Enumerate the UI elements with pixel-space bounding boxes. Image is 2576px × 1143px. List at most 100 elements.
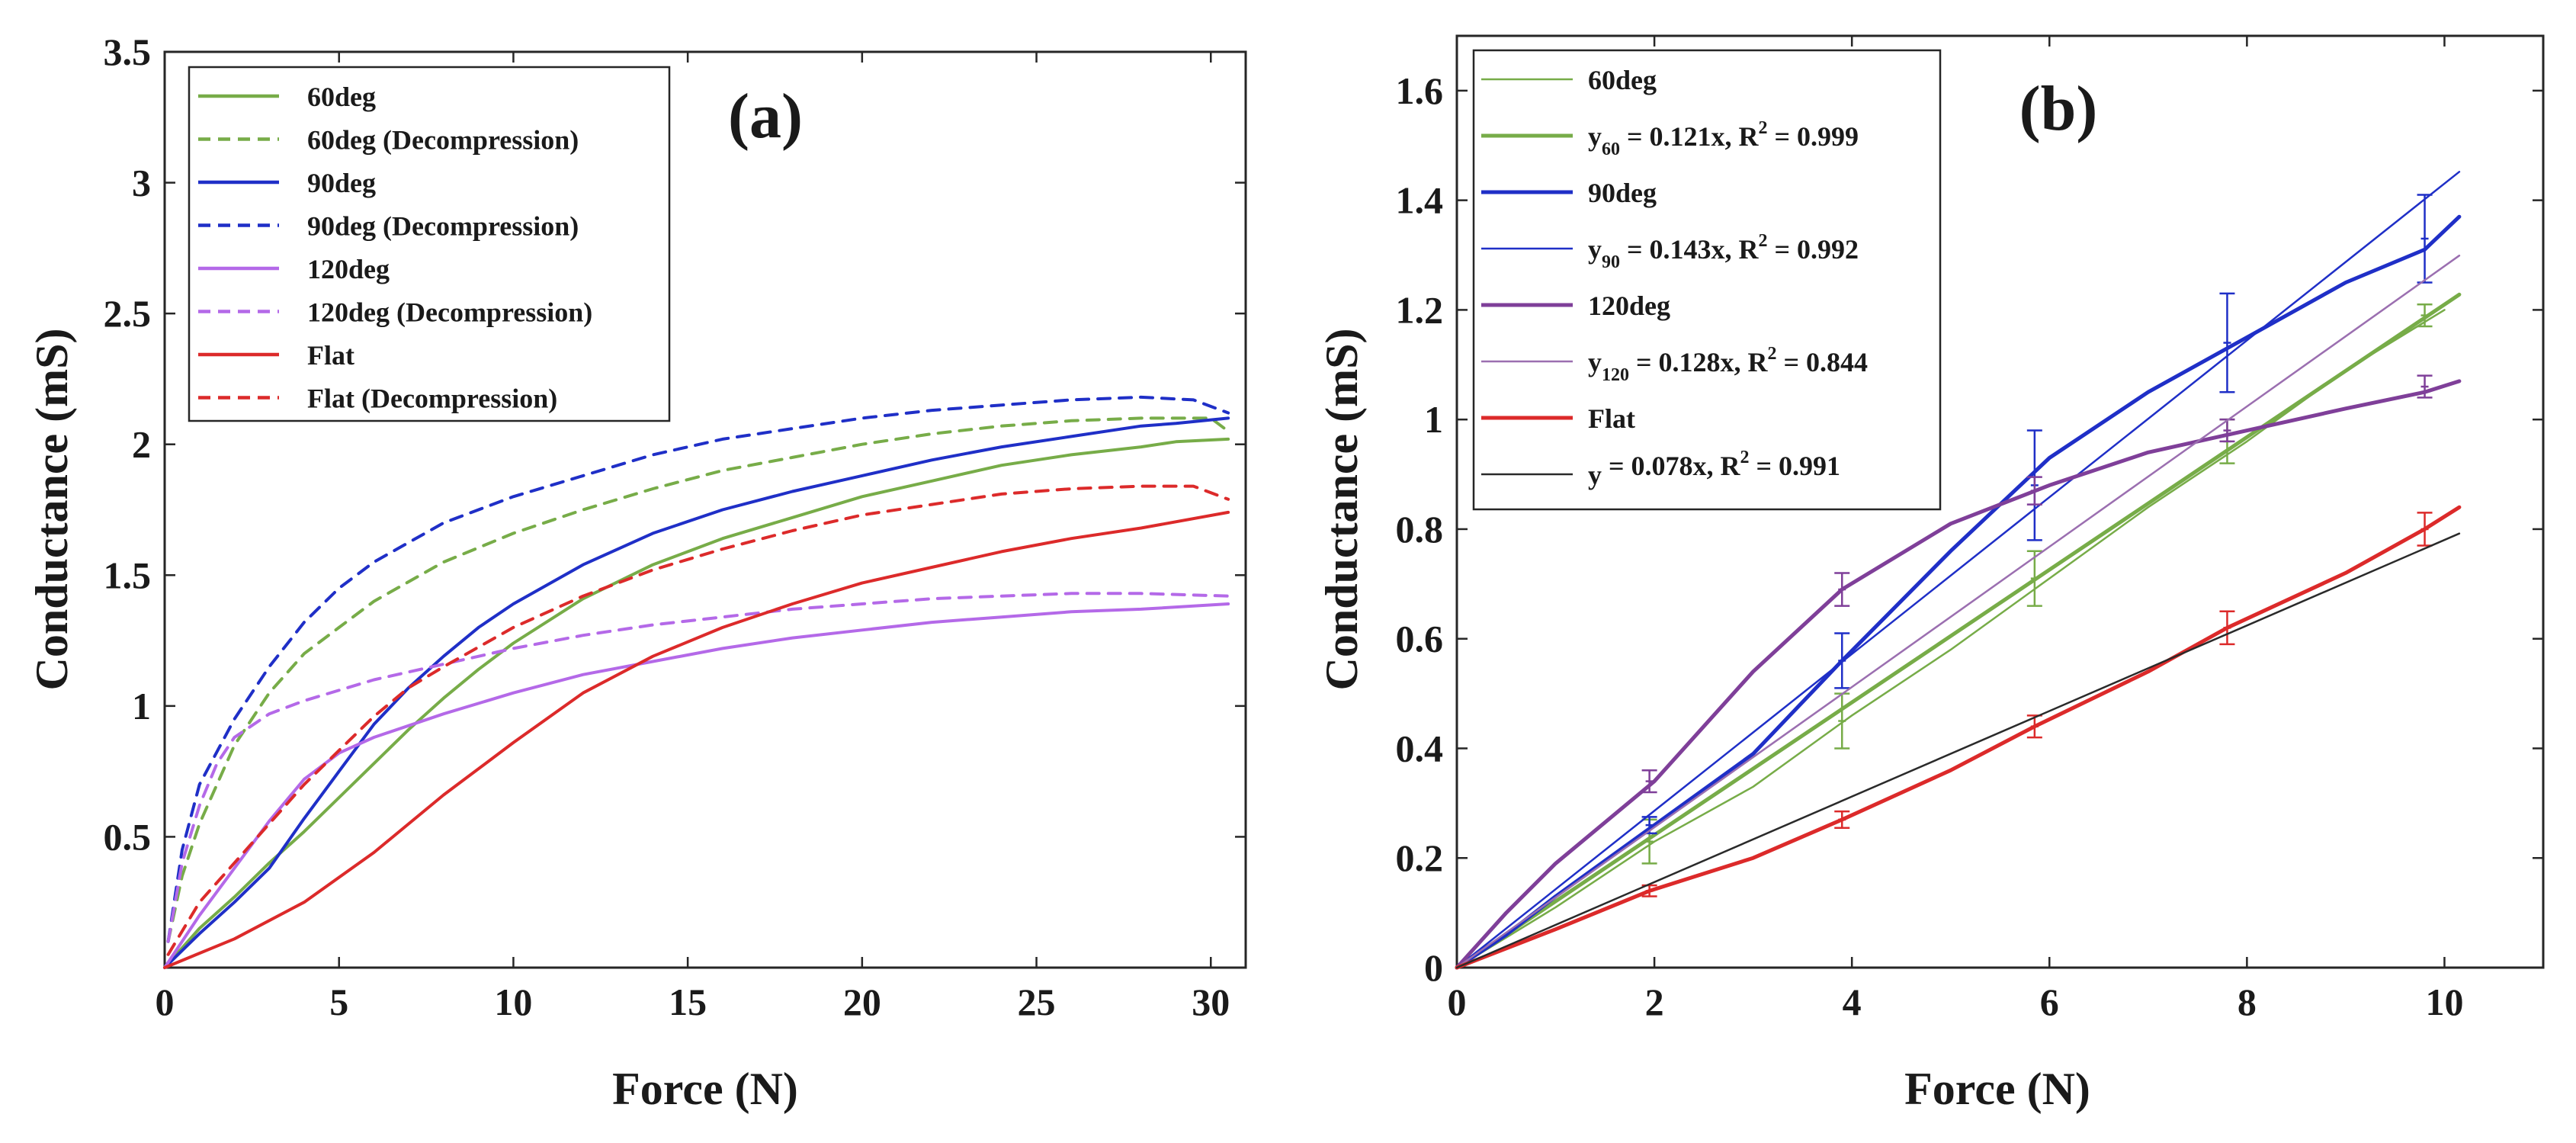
legend-label-part-sub: 90 [1602, 252, 1620, 272]
legend-label-part-sup: 2 [1740, 448, 1750, 467]
x-tick-label: 10 [494, 981, 532, 1023]
x-tick-label: 15 [669, 981, 707, 1023]
panel-a-series [163, 395, 1230, 969]
x-tick-label: 10 [2425, 981, 2463, 1023]
legend-label-3: y90 = 0.143x, R2 = 0.992 [1588, 231, 1859, 272]
y-tick-label: 2.5 [104, 292, 152, 335]
legend-label-part-sup: 2 [1768, 344, 1777, 364]
legend-label-part-base: y [1588, 347, 1602, 377]
legend-label-2: 90deg [1588, 178, 1657, 208]
y-tick-label: 0.6 [1396, 618, 1444, 660]
series-line-120deg-decompression [166, 592, 1230, 943]
error-bar-120deg [1641, 769, 1657, 794]
series-line-60deg [163, 437, 1230, 969]
y-tick-label: 3 [132, 162, 151, 204]
panel-a-legend-box [188, 66, 671, 422]
y-tick-label: 2 [132, 423, 151, 466]
series-line-120deg [163, 602, 1230, 969]
x-tick-label: 6 [2040, 981, 2059, 1023]
series-line-flat [163, 510, 1230, 969]
y-tick-label: 1.4 [1396, 179, 1444, 222]
legend-label-part-tail: = 0.999 [1768, 121, 1859, 152]
panel-b-legend-box [1472, 49, 1942, 511]
legend-label-7: y = 0.078x, R2 = 0.991 [1588, 448, 1840, 490]
error-bar-120deg [2026, 476, 2042, 506]
legend-label-5: y120 = 0.128x, R2 = 0.844 [1588, 344, 1868, 385]
legend-label-flat: Flat [307, 340, 354, 371]
y-tick-label: 1 [132, 685, 151, 727]
y-tick-label: 0.5 [104, 815, 152, 858]
legend-label-part-base: y [1588, 234, 1602, 265]
legend-label-part-tail: = 0.992 [1768, 234, 1859, 265]
y-tick-label: 0.2 [1396, 836, 1444, 879]
error-bar-120deg [2417, 374, 2433, 399]
panel-a-legend: 60deg 60deg (Decompression) 90deg 90deg (De… [188, 66, 671, 422]
series-line-y-fit [1455, 532, 2461, 969]
x-tick-label: 4 [1843, 981, 1862, 1023]
y-tick-label: 1 [1424, 398, 1443, 441]
panel-b-ticks: 0 2 4 6 8 10 0 0.2 0.4 0.6 0.8 1 1.2 1.4 1.6 [1396, 36, 2543, 1023]
series-line-y60-fit [1455, 292, 2462, 970]
legend-label-0: 60deg [1588, 65, 1657, 95]
legend-label-120deg-decompression: 120deg (Decompression) [307, 297, 592, 328]
series-line-120deg [1455, 379, 2462, 970]
series-line-flat [1455, 505, 2462, 970]
legend-label-4: 120deg [1588, 291, 1670, 321]
legend-label-60deg: 60deg [307, 82, 376, 112]
series-line-60deg [1455, 309, 2446, 969]
legend-label-90deg-decompression: 90deg (Decompression) [307, 211, 579, 242]
series-line-flat-decompression [166, 484, 1230, 956]
legend-label-90deg: 90deg [307, 168, 376, 198]
panel-a-ticks: 0 5 10 15 20 25 30 0.5 1 1.5 2 2.5 3 3.5 [104, 31, 1246, 1023]
legend-label-part-base: y [1588, 460, 1602, 490]
panel-b-y-axis-label: Conductance (mS) [1317, 329, 1367, 691]
legend-label-part-base: y [1588, 121, 1602, 152]
error-bar-90deg [2219, 292, 2235, 393]
y-tick-label: 1.6 [1396, 69, 1444, 112]
x-tick-label: 0 [156, 981, 175, 1023]
error-bar-flat [2219, 610, 2235, 646]
panel-a-label: (a) [728, 81, 803, 152]
panel-a-y-axis-label: Conductance (mS) [27, 329, 77, 691]
legend-label-part-mid: = 0.121x, R [1620, 121, 1760, 152]
legend-label-part-sub: 60 [1602, 140, 1620, 159]
series-line-60deg-decompression [166, 416, 1230, 943]
legend-label-part-mid: = 0.078x, R [1602, 451, 1741, 481]
x-tick-label: 8 [2238, 981, 2257, 1023]
y-tick-label: 1.5 [104, 554, 152, 596]
legend-label-part-sup: 2 [1759, 231, 1768, 251]
legend-label-part-tail: = 0.991 [1750, 451, 1841, 481]
panel-a-x-axis-label: Force (N) [612, 1064, 798, 1114]
y-tick-label: 0.4 [1396, 727, 1444, 769]
x-tick-label: 2 [1645, 981, 1664, 1023]
x-tick-label: 5 [329, 981, 348, 1023]
x-tick-label: 20 [843, 981, 881, 1023]
series-line-90deg-decompression [166, 395, 1230, 943]
error-bar-120deg [1834, 572, 1850, 607]
panel-b-x-axis-label: Force (N) [1904, 1064, 2090, 1114]
panel-b: 0 2 4 6 8 10 0 0.2 0.4 0.6 0.8 1 1.2 1.4 1.6 (b) Force… [1317, 34, 2545, 1114]
legend-label-1: y60 = 0.121x, R2 = 0.999 [1588, 118, 1859, 159]
legend-label-120deg: 120deg [307, 254, 390, 284]
series-line-y120-fit [1455, 254, 2461, 969]
series-line-90deg [163, 416, 1230, 969]
error-bar-flat [1834, 810, 1850, 829]
y-tick-label: 0 [1424, 946, 1443, 989]
legend-label-part-sup: 2 [1759, 118, 1768, 138]
y-tick-label: 0.8 [1396, 508, 1444, 551]
legend-label-part-tail: = 0.844 [1777, 347, 1869, 377]
x-tick-label: 25 [1018, 981, 1056, 1023]
legend-label-part-mid: = 0.128x, R [1629, 347, 1769, 377]
legend-label-part-sub: 120 [1602, 365, 1629, 385]
x-tick-label: 0 [1448, 981, 1467, 1023]
y-tick-label: 3.5 [104, 31, 152, 73]
panel-a: 0 5 10 15 20 25 30 0.5 1 1.5 2 2.5 3 3.5 (a) Force (N… [27, 31, 1247, 1114]
panel-b-label: (b) [2019, 73, 2098, 144]
x-tick-label: 30 [1192, 981, 1230, 1023]
panel-b-series [1455, 171, 2462, 970]
y-tick-label: 1.2 [1396, 288, 1444, 331]
series-line-y90-fit [1455, 171, 2461, 969]
legend-label-flat-decompression: Flat (Decompression) [307, 384, 557, 414]
